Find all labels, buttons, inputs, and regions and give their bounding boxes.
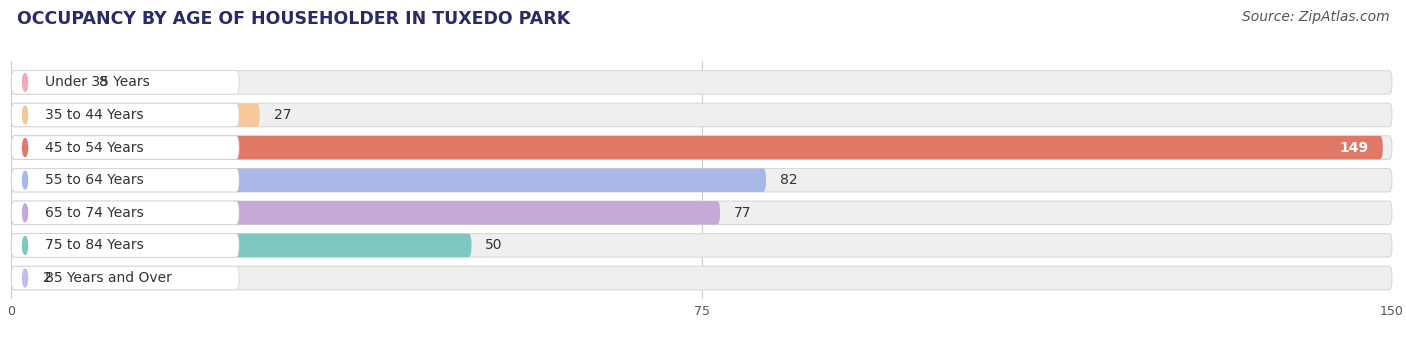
FancyBboxPatch shape: [11, 201, 239, 224]
FancyBboxPatch shape: [11, 71, 239, 94]
Text: 8: 8: [98, 75, 108, 89]
Circle shape: [22, 269, 28, 287]
FancyBboxPatch shape: [11, 136, 1382, 159]
Text: 35 to 44 Years: 35 to 44 Years: [45, 108, 143, 122]
FancyBboxPatch shape: [11, 266, 30, 290]
Circle shape: [22, 106, 28, 124]
Text: 55 to 64 Years: 55 to 64 Years: [45, 173, 143, 187]
Text: 75 to 84 Years: 75 to 84 Years: [45, 238, 143, 252]
Text: 50: 50: [485, 238, 503, 252]
Text: 2: 2: [44, 271, 52, 285]
FancyBboxPatch shape: [11, 71, 84, 94]
Circle shape: [22, 139, 28, 156]
Text: 77: 77: [734, 206, 751, 220]
FancyBboxPatch shape: [11, 201, 720, 224]
Text: OCCUPANCY BY AGE OF HOUSEHOLDER IN TUXEDO PARK: OCCUPANCY BY AGE OF HOUSEHOLDER IN TUXED…: [17, 10, 569, 28]
FancyBboxPatch shape: [11, 71, 1392, 94]
Text: 27: 27: [274, 108, 291, 122]
Circle shape: [22, 73, 28, 91]
FancyBboxPatch shape: [11, 266, 1392, 290]
FancyBboxPatch shape: [11, 168, 239, 192]
FancyBboxPatch shape: [11, 266, 239, 290]
FancyBboxPatch shape: [11, 234, 471, 257]
Text: 45 to 54 Years: 45 to 54 Years: [45, 141, 143, 155]
FancyBboxPatch shape: [11, 234, 239, 257]
FancyBboxPatch shape: [11, 136, 1392, 159]
FancyBboxPatch shape: [11, 168, 1392, 192]
FancyBboxPatch shape: [11, 103, 260, 127]
FancyBboxPatch shape: [11, 201, 1392, 224]
Text: 85 Years and Over: 85 Years and Over: [45, 271, 172, 285]
Text: Source: ZipAtlas.com: Source: ZipAtlas.com: [1241, 10, 1389, 24]
FancyBboxPatch shape: [11, 103, 239, 127]
Circle shape: [22, 204, 28, 222]
Circle shape: [22, 237, 28, 254]
Text: 149: 149: [1340, 141, 1369, 155]
FancyBboxPatch shape: [11, 103, 1392, 127]
Text: 82: 82: [780, 173, 797, 187]
Circle shape: [22, 171, 28, 189]
FancyBboxPatch shape: [11, 234, 1392, 257]
FancyBboxPatch shape: [11, 168, 766, 192]
Text: Under 35 Years: Under 35 Years: [45, 75, 150, 89]
FancyBboxPatch shape: [11, 136, 239, 159]
Text: 65 to 74 Years: 65 to 74 Years: [45, 206, 143, 220]
